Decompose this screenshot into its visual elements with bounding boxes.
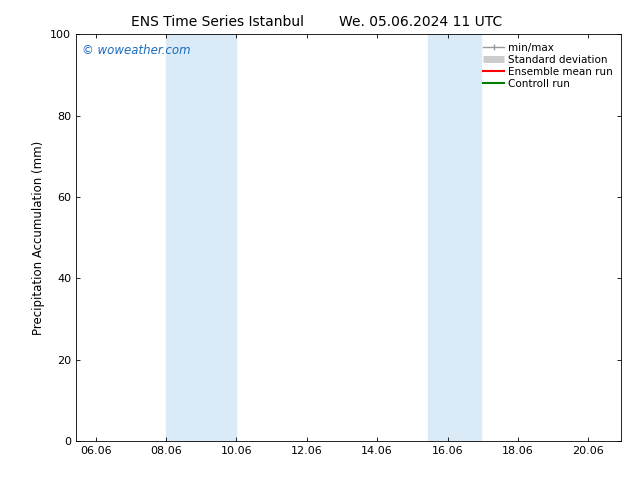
Text: ENS Time Series Istanbul        We. 05.06.2024 11 UTC: ENS Time Series Istanbul We. 05.06.2024 … (131, 15, 503, 29)
Bar (428, 34, 481, 441)
Bar (166, 34, 236, 441)
Legend: min/max, Standard deviation, Ensemble mean run, Controll run: min/max, Standard deviation, Ensemble me… (480, 40, 616, 92)
Y-axis label: Precipitation Accumulation (mm): Precipitation Accumulation (mm) (32, 141, 44, 335)
Text: © woweather.com: © woweather.com (82, 45, 190, 57)
